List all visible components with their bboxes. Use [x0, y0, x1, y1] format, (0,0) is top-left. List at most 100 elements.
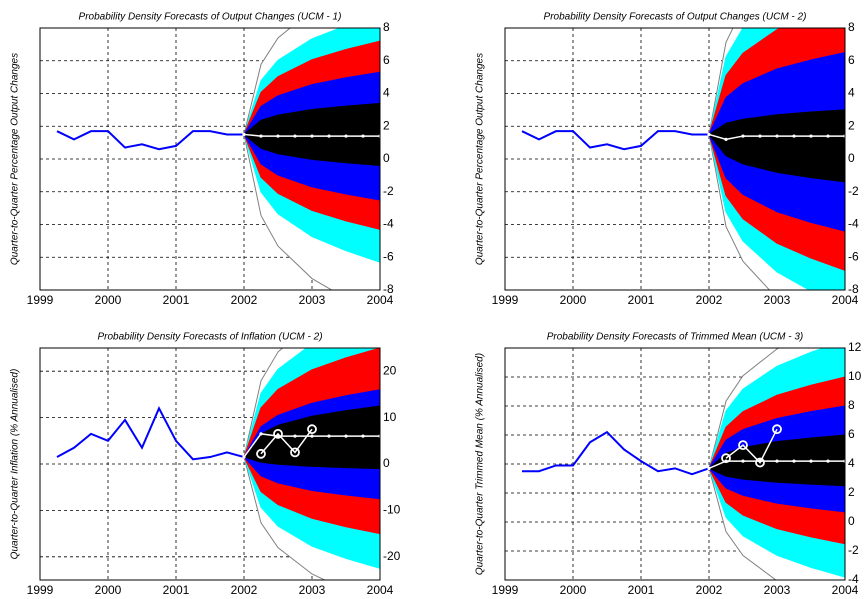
median-marker: [276, 134, 280, 138]
plot-frame: [39, 347, 381, 581]
median-marker: [344, 434, 348, 438]
outturn-marker: [755, 457, 765, 468]
y-tick-label: 0: [848, 514, 855, 528]
median-marker: [344, 134, 348, 138]
outturn-marker: [307, 424, 317, 435]
x-tick-label: 2003: [764, 583, 791, 597]
x-tick-label: 2002: [231, 293, 258, 307]
median-marker: [809, 459, 813, 463]
x-tick-label: 2004: [367, 583, 394, 597]
panel: Probability Density Forecasts of Output …: [10, 12, 394, 308]
median-marker: [242, 132, 246, 137]
x-tick-label: 2000: [560, 293, 587, 307]
y-tick-label: 6: [848, 53, 855, 67]
y-tick-label: -8: [383, 282, 394, 296]
y-tick-label: 8: [848, 398, 855, 412]
x-tick-label: 1999: [492, 293, 519, 307]
chart-title: Probability Density Forecasts of Inflati…: [97, 332, 322, 343]
y-tick-label: -10: [383, 503, 401, 517]
y-tick-label: 4: [848, 456, 855, 470]
x-tick-label: 2004: [832, 583, 859, 597]
y-tick-label: 0: [383, 151, 390, 165]
y-tick-label: 10: [383, 410, 397, 424]
median-marker: [758, 134, 762, 138]
outturn-line: [725, 428, 778, 464]
y-axis-label: Quarter-to-Quarter Percentage Output Cha…: [10, 53, 21, 265]
outturn-marker: [290, 447, 300, 458]
x-tick-label: 2002: [696, 583, 723, 597]
y-tick-label: -6: [383, 249, 394, 263]
median-marker: [707, 132, 711, 137]
median-marker: [792, 459, 796, 463]
median-marker: [741, 459, 745, 463]
median-marker: [707, 466, 711, 470]
panel: Probability Density Forecasts of Output …: [475, 12, 859, 308]
fan-band: [243, 102, 380, 167]
x-tick-label: 2004: [367, 293, 394, 307]
plot-content: [40, 28, 380, 290]
x-tick-label: 2004: [832, 293, 859, 307]
x-tick-label: 2002: [231, 583, 258, 597]
median-marker: [242, 455, 246, 459]
median-marker: [293, 434, 297, 438]
history-line: [56, 130, 244, 151]
median-marker: [327, 434, 331, 438]
x-tick-label: 2000: [95, 583, 122, 597]
y-tick-label: -20: [383, 549, 401, 563]
y-tick-label: 8: [848, 20, 855, 34]
y-axis-label: Quarter-to-Quarter Trimmed Mean (% Annua…: [475, 353, 486, 575]
y-tick-label: -2: [848, 184, 859, 198]
median-marker: [259, 134, 263, 138]
history-line: [521, 130, 709, 151]
median-marker: [792, 134, 796, 138]
x-tick-label: 2001: [628, 293, 655, 307]
median-marker: [809, 134, 813, 138]
x-tick-label: 2000: [95, 293, 122, 307]
median-marker: [775, 459, 779, 463]
x-tick-label: 2000: [560, 583, 587, 597]
x-tick-label: 2002: [696, 293, 723, 307]
history-line: [56, 405, 245, 461]
plot-frame: [504, 27, 846, 291]
x-tick-label: 1999: [27, 293, 54, 307]
outturn-marker: [273, 428, 283, 439]
y-tick-label: 4: [383, 86, 390, 100]
x-tick-label: 2001: [628, 583, 655, 597]
y-tick-label: 8: [383, 20, 390, 34]
outturn-line: [260, 428, 313, 455]
chart-title: Probability Density Forecasts of Trimmed…: [547, 332, 804, 343]
y-tick-label: 2: [848, 485, 855, 499]
y-tick-label: -2: [383, 184, 394, 198]
plot-content: [505, 348, 845, 580]
y-tick-label: 0: [383, 456, 390, 470]
median-marker: [310, 134, 314, 138]
outturn-marker: [721, 453, 731, 464]
plot-frame: [504, 347, 846, 581]
median-marker: [826, 459, 830, 463]
panel: Probability Density Forecasts of Trimmed…: [475, 332, 862, 598]
y-tick-label: -6: [848, 249, 859, 263]
fan-band: [708, 109, 845, 183]
y-tick-label: -4: [848, 572, 859, 586]
median-marker: [310, 434, 314, 438]
x-tick-label: 2003: [764, 293, 791, 307]
median-marker: [724, 137, 728, 141]
plot-content: [40, 348, 380, 580]
y-tick-label: 10: [848, 369, 862, 383]
y-tick-label: 6: [848, 427, 855, 441]
x-tick-label: 1999: [27, 583, 54, 597]
y-tick-label: 0: [848, 151, 855, 165]
x-tick-label: 2003: [299, 583, 326, 597]
x-tick-label: 2003: [299, 293, 326, 307]
median-marker: [293, 134, 297, 138]
median-marker: [826, 134, 830, 138]
y-tick-label: -8: [848, 282, 859, 296]
x-tick-label: 1999: [492, 583, 519, 597]
chart-title: Probability Density Forecasts of Output …: [79, 12, 342, 23]
x-tick-label: 2001: [163, 293, 190, 307]
median-marker: [361, 434, 365, 438]
y-axis-label: Quarter-to-Quarter Percentage Output Cha…: [475, 53, 486, 265]
y-tick-label: 6: [383, 53, 390, 67]
median-marker: [775, 134, 779, 138]
